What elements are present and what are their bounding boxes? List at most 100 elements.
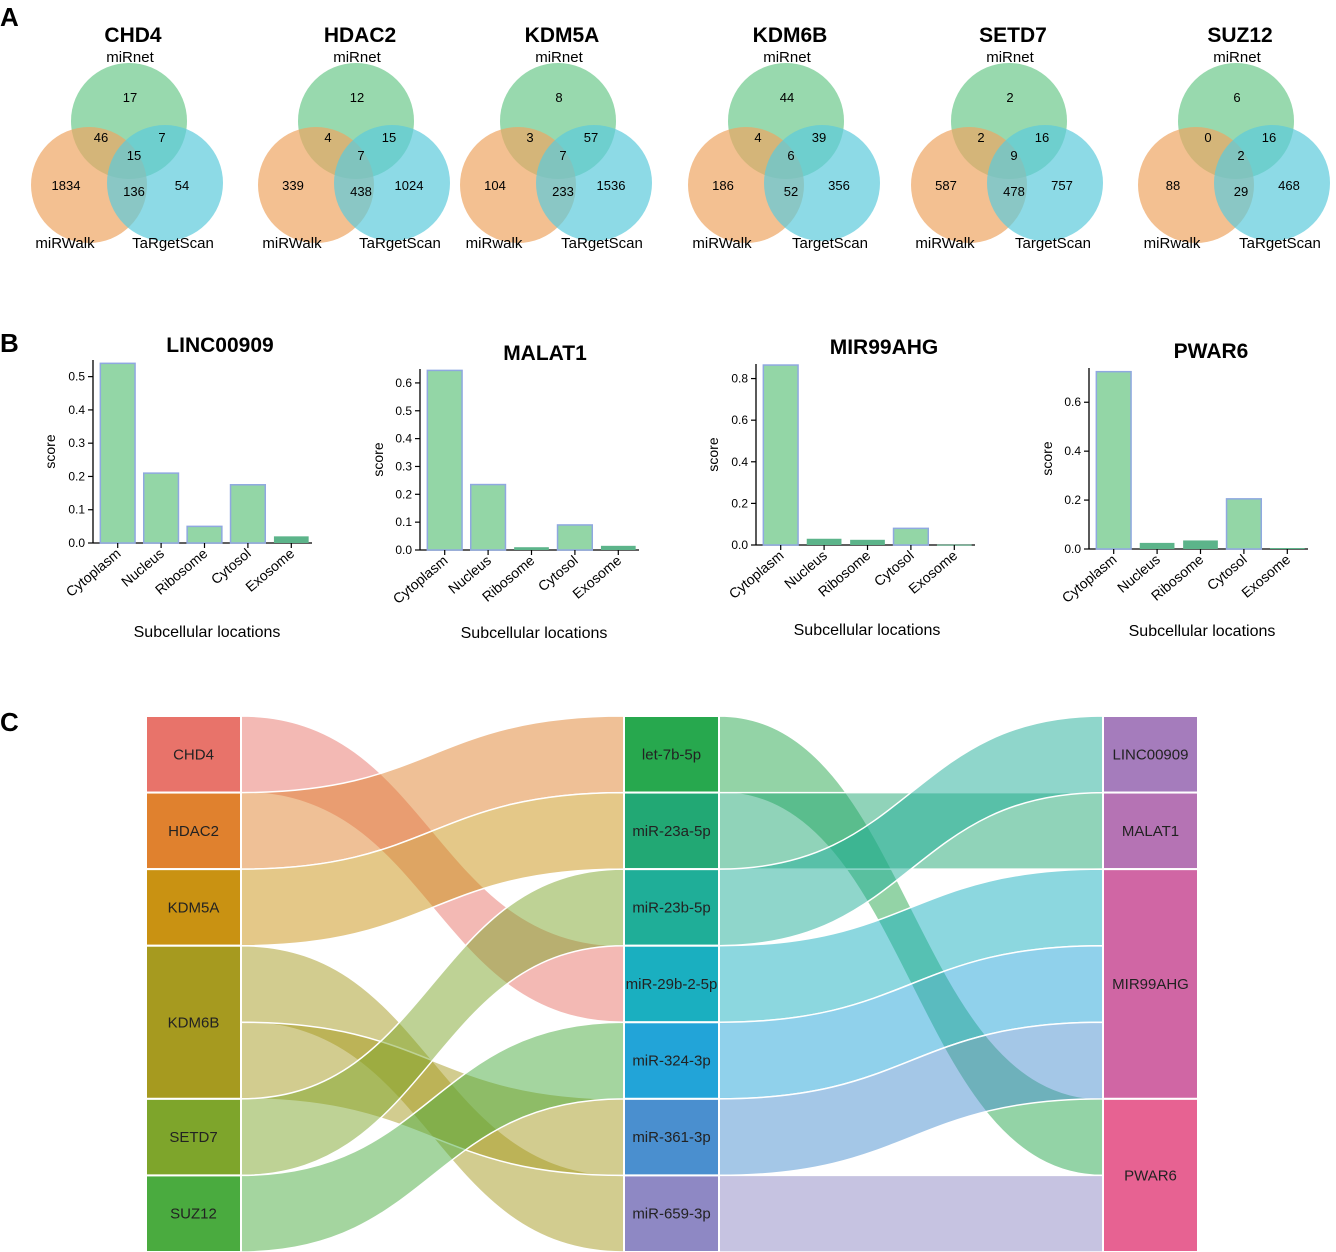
bar-cytosol — [556, 524, 594, 551]
sankey-node-linc00909 — [1102, 715, 1199, 794]
y-tick-label: 0.2 — [1064, 493, 1081, 507]
y-tick-label: 0.0 — [731, 538, 748, 552]
venn-circle-right — [107, 125, 223, 241]
y-tick-label: 0.1 — [68, 503, 85, 517]
sankey-node-mir-324-3p — [623, 1021, 720, 1100]
venn-count-left-right: 136 — [123, 184, 145, 199]
venn-chd4: CHD4 miRnet 17 46 7 15 1834 136 54 miRWalk TaRgetS… — [31, 24, 223, 252]
y-tick-label: 0.2 — [68, 469, 85, 483]
y-tick-label: 0.1 — [395, 515, 412, 529]
venn-count-top-left: 2 — [977, 130, 984, 145]
sankey-node-suz12 — [145, 1174, 242, 1252]
sankey-node-label: SUZ12 — [170, 1206, 217, 1223]
sankey-node-mir-29b-2-5p — [623, 944, 720, 1024]
venn-count-left-right: 29 — [1234, 184, 1248, 199]
y-tick-label: 0.6 — [395, 376, 412, 390]
venn-set-top-label: miRnet — [1213, 49, 1261, 66]
venn-set-left-label: miRwalk — [1144, 235, 1201, 252]
bar-chart-title: MALAT1 — [503, 342, 587, 365]
bar-cytosol — [1225, 498, 1263, 550]
panel-b-label: B — [0, 328, 19, 358]
x-tick-label: Exosome — [242, 545, 297, 595]
y-axis-label: score — [705, 437, 721, 471]
venn-set-top-label: miRnet — [986, 49, 1034, 66]
venn-set-top-label: miRnet — [535, 49, 583, 66]
venn-set-right-label: TaRgetScan — [1239, 235, 1321, 252]
venn-circle-right — [334, 125, 450, 241]
y-axis-label: score — [370, 442, 386, 476]
venn-count-top-only: 8 — [555, 90, 562, 105]
venn-set-left-label: miRWalk — [692, 235, 752, 252]
bar-chart-malat1: MALAT1 0.0 0.1 0.2 0.3 0.4 0.5 0.6 score Cytoplas… — [370, 342, 639, 642]
sankey-node-label: HDAC2 — [168, 823, 219, 840]
venn-count-top-right: 15 — [382, 130, 396, 145]
y-axis-label: score — [42, 434, 58, 468]
bar-ribosome — [186, 525, 223, 544]
venn-count-top-left: 4 — [754, 130, 761, 145]
y-tick-label: 0.3 — [395, 459, 412, 473]
venn-count-right-only: 1024 — [395, 178, 424, 193]
sankey-node-mir-23b-5p — [623, 868, 720, 947]
sankey-node-setd7 — [145, 1097, 242, 1177]
bar-cytoplasm — [762, 364, 799, 546]
x-axis-label: Subcellular locations — [461, 625, 608, 642]
bar-nucleus — [806, 538, 842, 545]
venn-set-left-label: miRWalk — [915, 235, 975, 252]
bar-ribosome — [850, 539, 885, 545]
bar-exosome — [273, 536, 309, 543]
venn-count-right-only: 1536 — [597, 178, 626, 193]
venn-count-right-only: 757 — [1051, 178, 1073, 193]
bar-cytosol — [892, 527, 930, 546]
sankey-node-label: let-7b-5p — [642, 746, 701, 763]
sankey-node-label: miR-324-3p — [632, 1053, 710, 1070]
venn-hdac2: HDAC2 miRnet 12 4 15 7 339 438 1024 miRWalk TaRget… — [258, 24, 450, 252]
venn-set-right-label: TaRgetScan — [359, 235, 441, 252]
y-tick-label: 0.4 — [1064, 444, 1081, 458]
venn-count-left-only: 339 — [282, 178, 304, 193]
bar-chart-linc00909: LINC00909 0.0 0.1 0.2 0.3 0.4 0.5 score Cytoplas… — [42, 334, 312, 641]
venn-title: KDM5A — [525, 24, 600, 47]
sankey-node-label: PWAR6 — [1124, 1167, 1177, 1184]
venn-circle-right — [764, 125, 880, 241]
y-tick-label: 0.4 — [68, 403, 85, 417]
sankey-node-mir-659-3p — [623, 1174, 720, 1252]
sankey-node-label: miR-23a-5p — [632, 823, 710, 840]
venn-count-all: 15 — [127, 148, 141, 163]
sankey-links — [240, 715, 1104, 1252]
venn-count-top-left: 46 — [94, 130, 108, 145]
venn-count-all: 7 — [559, 148, 566, 163]
venn-set-right-label: TargetScan — [1015, 235, 1091, 252]
sankey-node-let-7b-5p — [623, 715, 720, 794]
panel-a-label: A — [0, 2, 19, 32]
venn-count-top-only: 44 — [780, 90, 794, 105]
panel-c-label: C — [0, 707, 19, 737]
bar-chart-pwar6: PWAR60.00.20.40.6scoreCytoplasmNucleusRi… — [1039, 340, 1308, 640]
venn-count-right-only: 54 — [175, 178, 189, 193]
venn-count-right-only: 356 — [828, 178, 850, 193]
sankey-node-label: MALAT1 — [1122, 823, 1179, 840]
venn-title: KDM6B — [753, 24, 828, 47]
bar-cytoplasm — [1095, 370, 1132, 550]
sankey-node-label: miR-29b-2-5p — [626, 976, 718, 993]
venn-count-left-only: 104 — [484, 178, 506, 193]
venn-count-top-right: 16 — [1035, 130, 1049, 145]
venn-suz12: SUZ12 miRnet 6 0 16 2 88 29 468 miRwalk TaRgetScan — [1138, 24, 1330, 252]
venn-count-right-only: 468 — [1278, 178, 1300, 193]
bar-ribosome — [1183, 540, 1218, 549]
sankey-node-mir99ahg — [1102, 868, 1199, 1100]
y-tick-label: 0.2 — [731, 496, 748, 510]
venn-set-right-label: TaRgetScan — [132, 235, 214, 252]
x-axis-label: Subcellular locations — [1129, 623, 1276, 640]
y-axis-label: score — [1039, 441, 1055, 475]
venn-circle-right — [536, 125, 652, 241]
y-tick-label: 0.5 — [395, 404, 412, 418]
venn-count-top-right: 16 — [1262, 130, 1276, 145]
venn-count-top-right: 57 — [584, 130, 598, 145]
venn-title: HDAC2 — [324, 24, 396, 47]
sankey-node-mir-23a-5p — [623, 791, 720, 871]
sankey-node-label: miR-659-3p — [632, 1206, 710, 1223]
x-tick-label: Exosome — [1238, 551, 1293, 601]
venn-count-left-right: 438 — [350, 184, 372, 199]
x-axis-label: Subcellular locations — [134, 624, 281, 641]
